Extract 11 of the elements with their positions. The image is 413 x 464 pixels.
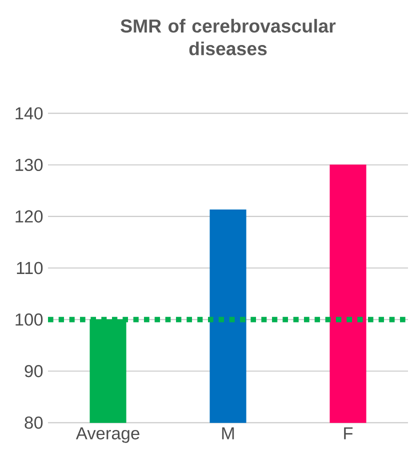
y-tick-label: 80 <box>24 416 43 429</box>
y-tick-label: 140 <box>16 107 43 120</box>
y-tick-label: 90 <box>24 364 43 378</box>
x-tick-label: M <box>222 427 234 440</box>
y-tick-label: 120 <box>16 210 43 223</box>
y-tick-label: 130 <box>16 158 43 172</box>
x-tick-label: F <box>344 427 353 440</box>
y-tick-label: 100 <box>16 313 43 326</box>
y-tick-label: 110 <box>16 262 43 274</box>
x-tick-label: Average <box>76 427 140 443</box>
chart-title: SMR of cerebrovascular diseases <box>120 18 336 56</box>
